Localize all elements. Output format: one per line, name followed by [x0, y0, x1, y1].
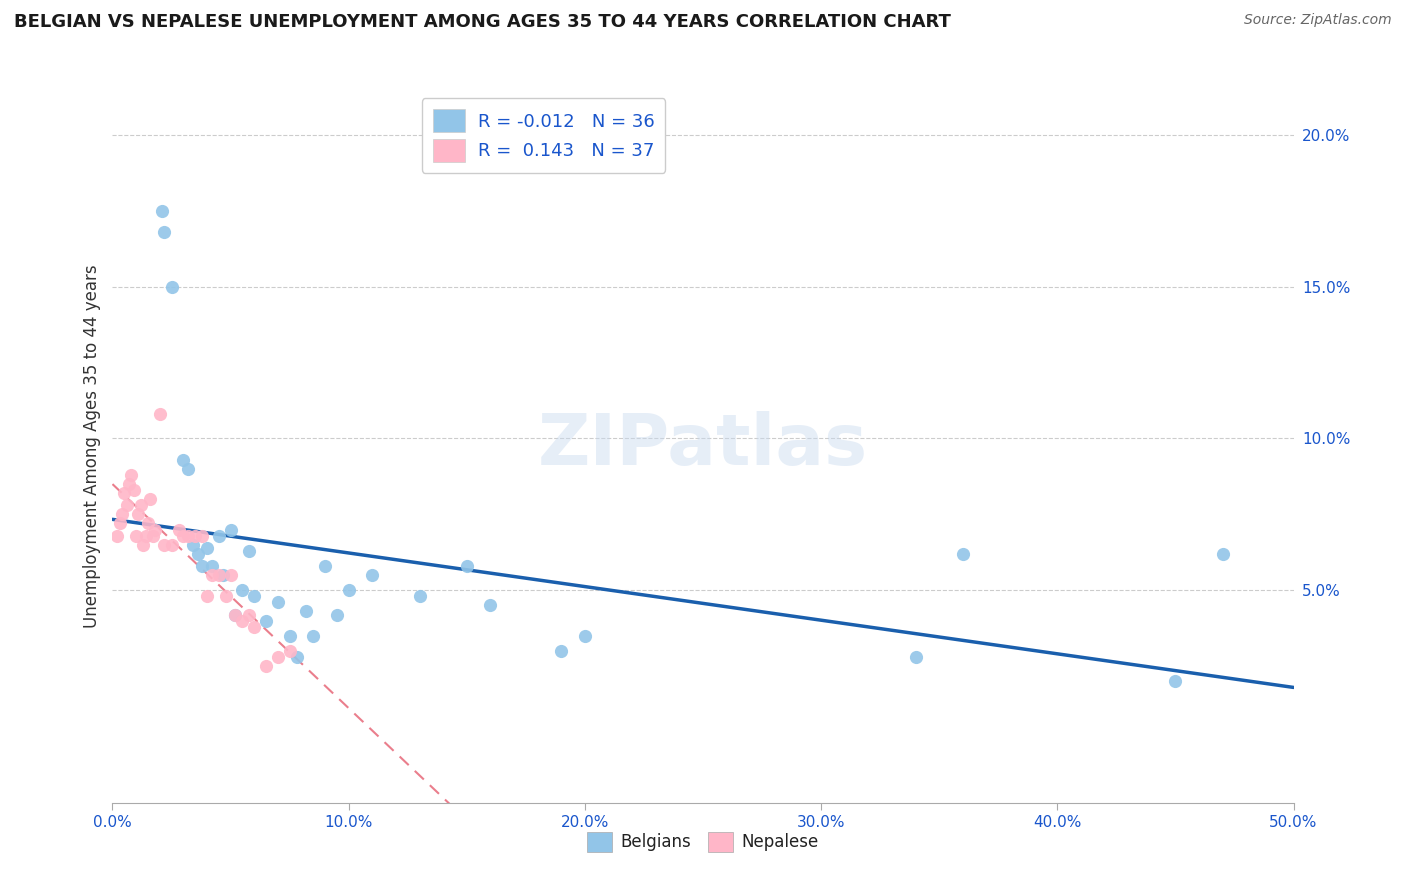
- Point: [136, 516, 159, 531]
- Point: [208, 568, 231, 582]
- Point: [238, 607, 260, 622]
- Point: [112, 486, 135, 500]
- Point: [153, 538, 176, 552]
- Point: [224, 607, 246, 622]
- Point: [361, 568, 384, 582]
- Point: [160, 538, 183, 552]
- Point: [191, 528, 214, 542]
- Point: [153, 225, 176, 239]
- Point: [191, 558, 214, 573]
- Point: [550, 644, 572, 658]
- Point: [219, 523, 242, 537]
- Point: [1212, 547, 1234, 561]
- Y-axis label: Unemployment Among Ages 35 to 44 years: Unemployment Among Ages 35 to 44 years: [83, 264, 101, 628]
- Point: [208, 528, 231, 542]
- Point: [278, 644, 301, 658]
- Point: [219, 568, 242, 582]
- Point: [212, 568, 235, 582]
- Point: [231, 614, 253, 628]
- Point: [278, 629, 301, 643]
- Point: [224, 607, 246, 622]
- Point: [118, 477, 141, 491]
- Point: [314, 558, 336, 573]
- Point: [238, 543, 260, 558]
- Point: [201, 568, 224, 582]
- Point: [149, 407, 172, 421]
- Point: [408, 590, 430, 604]
- Point: [172, 528, 194, 542]
- Text: ZIPatlas: ZIPatlas: [538, 411, 868, 481]
- Point: [254, 659, 277, 673]
- Point: [150, 203, 173, 218]
- Point: [105, 528, 128, 542]
- Point: [125, 528, 148, 542]
- Point: [456, 558, 478, 573]
- Point: [479, 599, 502, 613]
- Point: [160, 279, 183, 293]
- Point: [115, 498, 138, 512]
- Text: BELGIAN VS NEPALESE UNEMPLOYMENT AMONG AGES 35 TO 44 YEARS CORRELATION CHART: BELGIAN VS NEPALESE UNEMPLOYMENT AMONG A…: [14, 13, 950, 31]
- Point: [129, 498, 152, 512]
- Point: [1164, 674, 1187, 689]
- Text: Source: ZipAtlas.com: Source: ZipAtlas.com: [1244, 13, 1392, 28]
- Point: [574, 629, 596, 643]
- Point: [215, 590, 238, 604]
- Point: [254, 614, 277, 628]
- Point: [120, 467, 142, 482]
- Point: [201, 558, 224, 573]
- Point: [302, 629, 325, 643]
- Point: [167, 523, 190, 537]
- Point: [195, 541, 218, 555]
- Point: [184, 528, 207, 542]
- Point: [127, 508, 149, 522]
- Point: [243, 590, 266, 604]
- Point: [952, 547, 974, 561]
- Point: [135, 528, 157, 542]
- Point: [142, 528, 165, 542]
- Point: [267, 650, 290, 665]
- Point: [132, 538, 155, 552]
- Point: [139, 492, 162, 507]
- Point: [285, 650, 308, 665]
- Point: [111, 508, 134, 522]
- Point: [295, 605, 318, 619]
- Point: [231, 583, 253, 598]
- Point: [177, 462, 200, 476]
- Point: [904, 650, 927, 665]
- Point: [267, 595, 290, 609]
- Legend: Belgians, Nepalese: Belgians, Nepalese: [581, 825, 825, 859]
- Point: [122, 483, 145, 497]
- Point: [181, 538, 204, 552]
- Point: [195, 590, 218, 604]
- Point: [186, 547, 208, 561]
- Point: [326, 607, 349, 622]
- Point: [243, 620, 266, 634]
- Point: [143, 523, 166, 537]
- Point: [108, 516, 131, 531]
- Point: [337, 583, 360, 598]
- Point: [172, 452, 194, 467]
- Point: [177, 528, 200, 542]
